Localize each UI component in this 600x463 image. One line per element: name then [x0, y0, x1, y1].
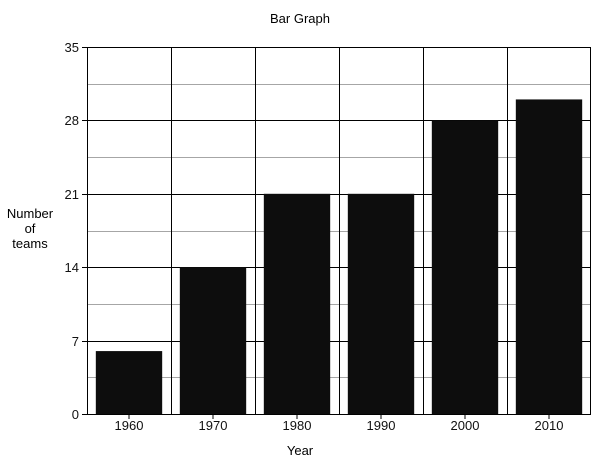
y-axis-label-line-1: Number	[7, 206, 54, 221]
x-tick-label-1970: 1970	[199, 418, 228, 433]
y-tick-label-3: 21	[65, 187, 79, 202]
bar-2010	[515, 99, 583, 414]
bars	[95, 99, 583, 415]
x-tick-label-2010: 2010	[535, 418, 564, 433]
y-tick-label-4: 28	[65, 113, 79, 128]
y-tick-label-0: 0	[72, 407, 79, 422]
y-axis-label: Number of teams	[7, 206, 54, 251]
bar-1980	[263, 193, 331, 414]
y-tick-label-2: 14	[65, 260, 79, 275]
y-axis-label-line-3: teams	[12, 236, 48, 251]
y-axis-ticks: 0 7 14 21 28 35	[65, 40, 87, 422]
chart-title: Bar Graph	[270, 11, 330, 26]
x-tick-label-1960: 1960	[115, 418, 144, 433]
vertical-gridlines	[171, 47, 508, 414]
y-tick-label-1: 7	[72, 334, 79, 349]
x-tick-label-2000: 2000	[451, 418, 480, 433]
bar-1970	[179, 267, 247, 414]
x-axis-label: Year	[287, 443, 314, 458]
x-tick-label-1990: 1990	[367, 418, 396, 433]
y-axis-label-line-2: of	[25, 221, 36, 236]
y-tick-label-5: 35	[65, 40, 79, 55]
bar-2000	[431, 120, 499, 415]
x-axis-ticks: 1960 1970 1980 1990 2000 2010	[115, 414, 564, 433]
plot-frame	[87, 47, 591, 415]
bar-1990	[347, 193, 415, 414]
x-tick-label-1980: 1980	[283, 418, 312, 433]
bar-1960	[95, 351, 163, 414]
plot-area	[87, 47, 591, 415]
